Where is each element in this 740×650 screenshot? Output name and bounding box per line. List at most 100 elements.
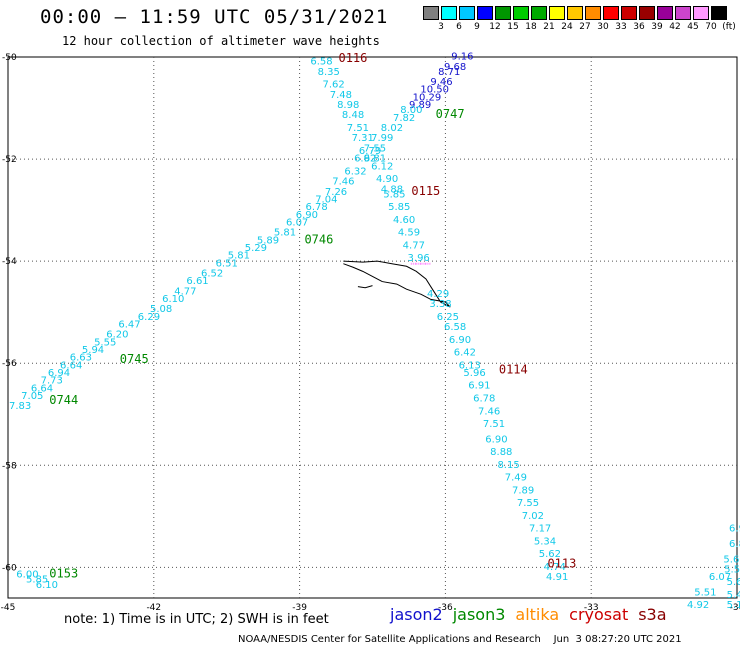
wave-height-value: 8.35 — [318, 67, 340, 78]
wave-height-value: 6.07 — [286, 217, 308, 228]
wave-height-value: 10.50 — [420, 85, 449, 96]
legend-swatch — [531, 6, 547, 20]
wave-height-value: 7.55 — [364, 143, 386, 154]
wave-height-value: 4.92 — [687, 600, 709, 611]
legend-label: 39 — [651, 22, 663, 32]
wave-height-value: 7.51 — [483, 419, 505, 430]
satellite-s3a: s3a — [638, 605, 667, 624]
legend-label: 15 — [507, 22, 519, 32]
time-tag: 0115 — [411, 184, 440, 198]
legend-label: 45 — [687, 22, 699, 32]
wave-height-value: 3.96 — [408, 253, 430, 264]
map-frame — [7, 56, 738, 599]
wave-height-value: 6.90 — [485, 434, 507, 445]
wave-height-value: 6.63 — [70, 353, 92, 364]
longitude-label: -33 — [584, 603, 599, 613]
legend-swatch — [621, 6, 637, 20]
wave-height-value: 5.51 — [694, 587, 716, 598]
legend-label: 27 — [579, 22, 591, 32]
time-tag: 0744 — [49, 393, 78, 407]
legend-swatch — [423, 6, 439, 20]
wave-height-value: 7.26 — [325, 187, 347, 198]
wave-height-value: 4.59 — [398, 228, 420, 239]
wave-height-value: 6.58 — [310, 57, 332, 68]
legend-swatch — [477, 6, 493, 20]
legend-label: 36 — [633, 22, 645, 32]
legend-swatch — [639, 6, 655, 20]
wave-height-value: 5.85 — [383, 189, 405, 200]
legend-label: 70 — [705, 22, 717, 32]
satellite-jason3: jason3 — [452, 605, 506, 624]
latitude-label: -54 — [2, 257, 17, 267]
time-tag: 0153 — [49, 567, 78, 581]
wave-height-value: 8.02 — [381, 123, 403, 134]
wave-height-value: 6.07 — [709, 572, 731, 583]
wave-height-value: 6.78 — [305, 202, 327, 213]
legend-swatch — [513, 6, 529, 20]
legend-swatch — [567, 6, 583, 20]
wave-height-value: 6.25 — [437, 312, 459, 323]
footer-credit: NOAA/NESDIS Center for Satellite Applica… — [238, 634, 682, 645]
wave-height-value: 7.62 — [322, 80, 344, 91]
wave-height-value: 7.02 — [522, 511, 544, 522]
wave-height-value: 9.89 — [409, 100, 431, 111]
wave-height-value: 4.74 — [544, 562, 566, 573]
wave-height-value: 5.81 — [228, 251, 250, 262]
wave-height-value: 5.34 — [534, 536, 556, 547]
wave-height-value: 4.90 — [376, 174, 398, 185]
wave-height-value: 3.38 — [429, 299, 451, 310]
wave-height-value: 5.62 — [539, 549, 561, 560]
wave-height-value: 6.32 — [344, 166, 366, 177]
wave-height-value: 10.29 — [413, 92, 442, 103]
wave-height-value: 7.31 — [352, 133, 374, 144]
wave-height-value: 4.91 — [546, 572, 568, 583]
wave-height-value: 4.88 — [381, 184, 403, 195]
time-tag: 0747 — [436, 107, 465, 121]
legend-swatch — [693, 6, 709, 20]
legend-label: 42 — [669, 22, 681, 32]
legend-label: (ft) — [722, 22, 736, 32]
wave-height-value: 6.20 — [106, 330, 128, 341]
latitude-label: -50 — [2, 53, 17, 63]
wave-height-value: 6.90 — [449, 335, 471, 346]
satellite-altika: altika — [515, 605, 560, 624]
time-tag: 0746 — [304, 232, 333, 246]
wave-height-value: 6.58 — [444, 322, 466, 333]
wave-height-value: 8.88 — [490, 447, 512, 458]
legend-label: 30 — [597, 22, 609, 32]
legend-swatch — [585, 6, 601, 20]
legend-label: 33 — [615, 22, 627, 32]
wave-height-value: 6.51 — [216, 258, 238, 269]
wave-height-value: 5.5 — [724, 564, 740, 575]
longitude-label: -30 — [730, 603, 740, 613]
wave-height-value: 8.48 — [342, 110, 364, 121]
legend-label: 3 — [438, 22, 444, 32]
longitude-label: -36 — [438, 603, 453, 613]
wave-height-value: 9.16 — [451, 52, 473, 63]
wave-height-value: 7.82 — [393, 113, 415, 124]
wave-height-value: 5.55 — [94, 337, 116, 348]
wave-height-value: 5.29 — [245, 243, 267, 254]
wave-height-value: 6.10 — [162, 294, 184, 305]
wave-height-value: 6.00 — [16, 570, 38, 581]
latitude-label: -60 — [2, 563, 17, 573]
wave-height-value: 6.79 — [359, 146, 381, 157]
latitude-label: -52 — [2, 155, 17, 165]
time-tag: 0114 — [499, 362, 528, 376]
wave-height-value: 7.49 — [505, 473, 527, 484]
legend-label: 21 — [543, 22, 555, 32]
legend-label: 6 — [456, 22, 462, 32]
wave-height-value: 5.4 — [727, 590, 740, 601]
wave-height-value: 6.13 — [459, 360, 481, 371]
time-tag: 0113 — [547, 556, 576, 570]
wave-height-value: 7.46 — [332, 177, 354, 188]
legend-swatch — [657, 6, 673, 20]
wave-height-value: 6.12 — [371, 161, 393, 172]
wave-height-value: 6.8 — [729, 539, 740, 550]
wave-height-value: 7.89 — [512, 485, 534, 496]
wave-height-value: 4.60 — [393, 215, 415, 226]
wave-height-value: 6.64 — [31, 383, 53, 394]
satellite-cryosat: cryosat — [569, 605, 629, 624]
latitude-label: -56 — [2, 359, 17, 369]
legend-swatch — [495, 6, 511, 20]
